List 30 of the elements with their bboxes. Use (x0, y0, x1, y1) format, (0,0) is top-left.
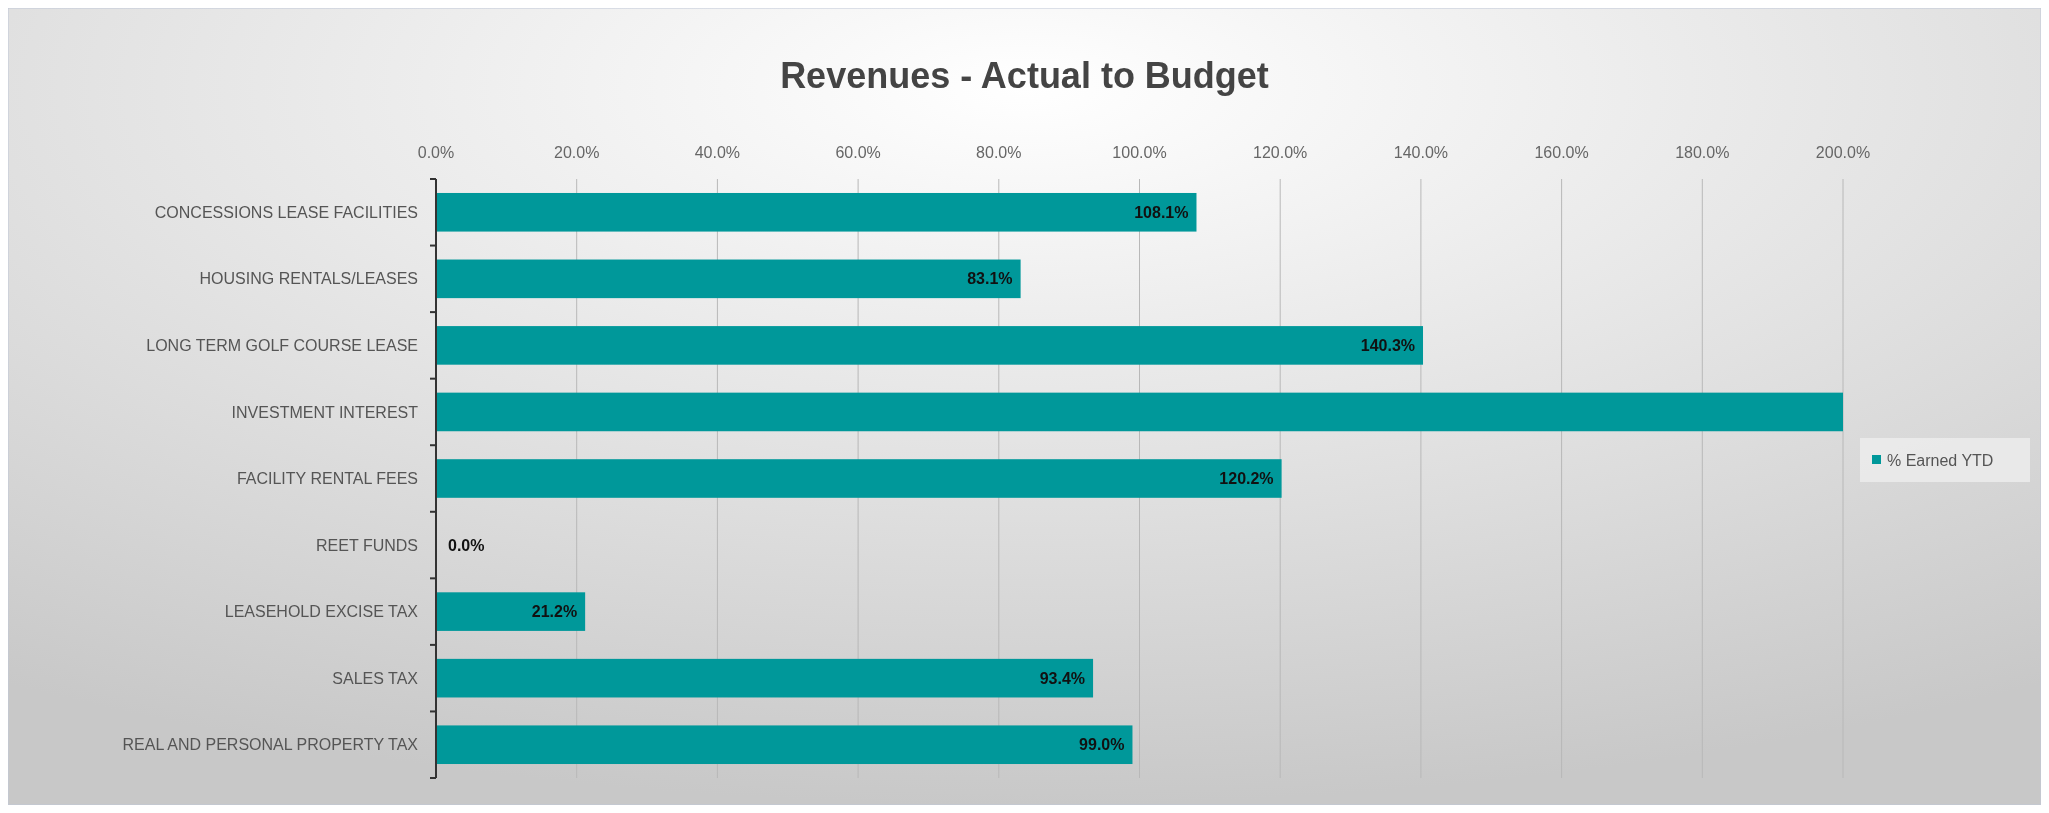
data-label: 108.1% (1134, 203, 1189, 221)
chart-title: Revenues - Actual to Budget (780, 55, 1269, 96)
y-tick-label: LONG TERM GOLF COURSE LEASE (146, 336, 418, 354)
y-tick-label: REAL AND PERSONAL PROPERTY TAX (122, 736, 419, 754)
data-label: 21.2% (531, 603, 578, 621)
data-label: 0.0% (448, 536, 485, 554)
x-tick-label: 160.0% (1534, 144, 1589, 161)
y-tick-label: FACILITY RENTAL FEES (236, 470, 418, 488)
legend-label: % Earned YTD (1887, 451, 1994, 469)
y-tick-label: SALES TAX (332, 669, 419, 687)
y-tick-label: LEASEHOLD EXCISE TAX (224, 603, 419, 621)
x-tick-label: 20.0% (554, 144, 600, 161)
x-tick-label: 180.0% (1675, 144, 1730, 161)
x-tick-label: 60.0% (835, 144, 881, 161)
y-tick-label: CONCESSIONS LEASE FACILITIES (154, 203, 418, 221)
y-tick-label: INVESTMENT INTEREST (231, 403, 419, 421)
x-tick-label: 120.0% (1253, 144, 1308, 161)
data-label: 99.0% (1079, 736, 1125, 754)
data-label: 140.3% (1360, 336, 1416, 354)
y-tick-label: HOUSING RENTALS/LEASES (199, 270, 418, 288)
x-tick-label: 200.0% (1815, 144, 1871, 161)
y-tick-label: REET FUNDS (316, 536, 418, 554)
x-tick-label: 0.0% (417, 144, 455, 161)
x-tick-label: 80.0% (976, 144, 1022, 161)
x-tick-label: 140.0% (1393, 144, 1449, 161)
data-label: 83.1% (967, 270, 1013, 288)
x-tick-label: 40.0% (694, 144, 741, 161)
x-tick-label: 100.0% (1112, 144, 1167, 161)
data-label: 120.2% (1219, 470, 1274, 488)
data-label: 93.4% (1039, 669, 1086, 687)
